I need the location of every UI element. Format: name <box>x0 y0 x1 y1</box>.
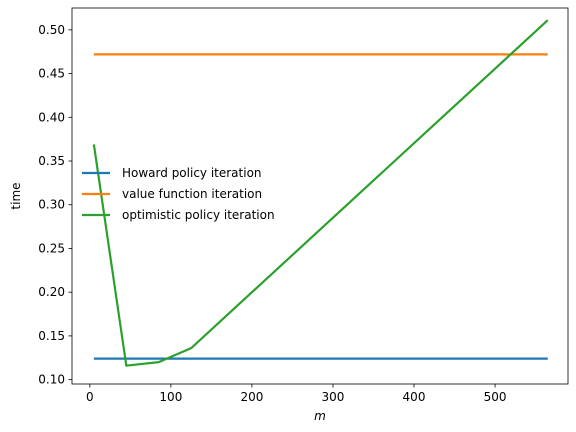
x-axis-label: m <box>314 409 326 423</box>
x-tick-label: 200 <box>240 390 263 404</box>
legend: Howard policy iteration value function i… <box>82 166 275 222</box>
plot-area <box>72 8 568 384</box>
x-tick-label: 100 <box>159 390 182 404</box>
series-layer <box>92 19 549 367</box>
y-tick-label: 0.40 <box>38 110 65 124</box>
x-tick-label: 500 <box>484 390 507 404</box>
y-tick-label: 0.10 <box>38 373 65 387</box>
y-tick-label: 0.15 <box>38 329 65 343</box>
series-line-2 <box>92 19 549 367</box>
legend-label-howard: Howard policy iteration <box>122 166 262 180</box>
y-tick-label: 0.35 <box>38 154 65 168</box>
y-tick-label: 0.30 <box>38 198 65 212</box>
legend-label-optimistic: optimistic policy iteration <box>122 208 275 222</box>
x-tick-label: 0 <box>86 390 94 404</box>
plot-frame <box>71 7 569 385</box>
x-tick-label: 300 <box>322 390 345 404</box>
y-ticks: 0.10 0.15 0.20 0.25 0.30 0.35 0.40 0.45 0.50 <box>38 23 72 387</box>
y-tick-label: 0.20 <box>38 285 65 299</box>
x-ticks: 0 100 200 300 400 500 <box>86 384 507 404</box>
y-tick-label: 0.50 <box>38 23 65 37</box>
y-tick-label: 0.45 <box>38 67 65 81</box>
y-axis-label: time <box>9 182 23 209</box>
x-tick-label: 400 <box>403 390 426 404</box>
legend-label-value-function: value function iteration <box>122 187 262 201</box>
y-tick-label: 0.25 <box>38 241 65 255</box>
